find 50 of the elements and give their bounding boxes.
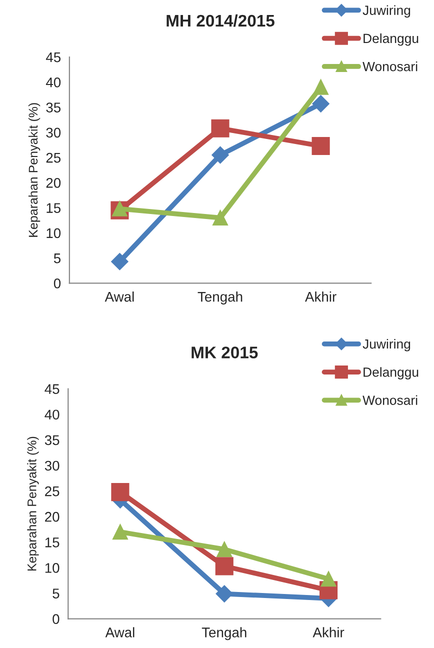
point (112, 524, 128, 540)
chart-title: MH 2014/2015 (166, 14, 274, 27)
y-tick-label: 45 (46, 52, 61, 62)
point (320, 571, 336, 587)
y-tick-label: 45 (44, 384, 60, 394)
y-tick-label: 15 (45, 538, 60, 548)
y-tick-label: 35 (44, 435, 60, 446)
point (111, 483, 130, 502)
y-tick-label: 10 (45, 563, 60, 573)
x-tick-label: Akhir (312, 627, 344, 638)
y-axis-title: Keparahan Penyakit (%) (27, 436, 39, 571)
y-tick-label: 0 (54, 278, 61, 288)
legend-label: Delanggu (364, 367, 418, 380)
chart-title: MK 2015 (192, 346, 258, 358)
point (312, 136, 330, 156)
y-tick-label: 40 (44, 410, 60, 420)
point (111, 253, 128, 270)
x-tick-label: Akhir (305, 292, 336, 302)
y-tick-label: 10 (46, 228, 61, 238)
point (211, 119, 230, 138)
point (212, 210, 228, 226)
x-tick-label: Tengah (198, 292, 242, 304)
legend-label: Wonosari (362, 395, 418, 405)
legend-label: Juwiring (362, 339, 410, 352)
y-tick-label: 15 (46, 203, 61, 213)
y-axis-title: Keparahan Penyakit (%) (28, 103, 40, 237)
y-tick-label: 5 (52, 588, 60, 598)
y-tick-label: 20 (46, 178, 61, 188)
y-tick-label: 5 (54, 254, 61, 264)
point (312, 95, 330, 112)
y-tick-label: 25 (46, 152, 61, 163)
point (112, 201, 128, 216)
y-tick-label: 30 (46, 128, 61, 138)
y-tick-label: 35 (46, 102, 61, 112)
legend-label: Juwiring (362, 5, 410, 18)
y-tick-label: 30 (44, 460, 60, 471)
x-tick-label: Tengah (202, 627, 246, 640)
point (215, 557, 234, 576)
x-tick-label: Awal (104, 292, 134, 302)
y-tick-label: 20 (45, 512, 60, 522)
y-tick-label: 25 (45, 486, 60, 496)
point (212, 146, 229, 164)
legend-label: Delanggu (364, 33, 418, 46)
point (216, 542, 232, 557)
point (216, 585, 233, 602)
point (313, 80, 328, 95)
x-tick-label: Awal (105, 627, 134, 638)
y-tick-label: 40 (46, 77, 61, 88)
y-tick-label: 0 (52, 614, 60, 624)
legend-label: Wonosari (362, 62, 418, 72)
